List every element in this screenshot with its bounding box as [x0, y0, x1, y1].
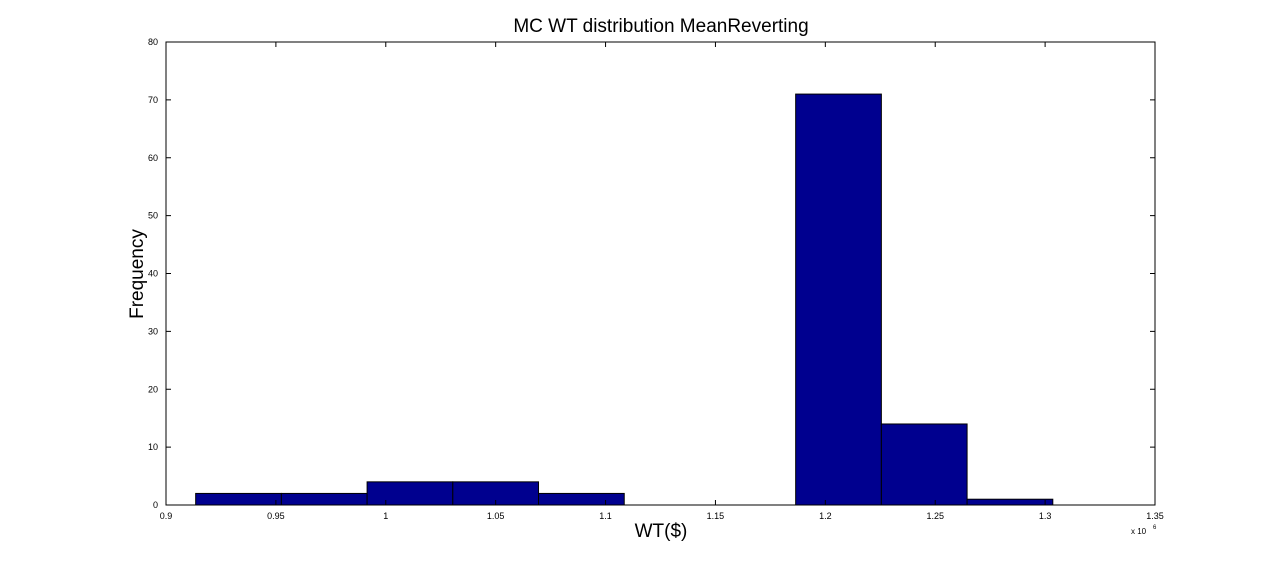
y-tick-label: 50: [148, 211, 158, 221]
x-tick-label: 1.2: [819, 511, 832, 521]
histogram-bar: [280, 492, 368, 506]
histogram-bars: [195, 93, 1054, 506]
x-tick-label: 0.95: [267, 511, 285, 521]
x-axis-exponent-base: x 10: [1131, 527, 1147, 536]
x-tick-label: 1.35: [1146, 511, 1164, 521]
x-axis-exponent-power: 6: [1153, 525, 1157, 531]
y-tick-label: 40: [148, 269, 158, 279]
histogram-bar: [966, 498, 1054, 506]
y-tick-label: 0: [153, 500, 158, 510]
y-tick-label: 30: [148, 326, 158, 336]
x-tick-label: 1.15: [707, 511, 725, 521]
x-axis-label: WT($): [635, 521, 688, 542]
y-tick-label: 80: [148, 37, 158, 47]
x-tick-label: 1.3: [1039, 511, 1052, 521]
y-tick-label: 10: [148, 442, 158, 452]
histogram-bar: [795, 93, 882, 506]
y-axis-label: Frequency: [127, 229, 148, 319]
chart-title: MC WT distribution MeanReverting: [513, 16, 808, 37]
histogram-bar: [538, 492, 625, 506]
x-axis-exponent: x 10 6: [1131, 525, 1157, 536]
y-tick-label: 70: [148, 95, 158, 105]
histogram-bar: [880, 423, 968, 506]
y-tick-label: 60: [148, 153, 158, 163]
x-axis-ticks: 0.9 0.95 1 1.05 1.1 1.15 1.2 1.25 1.3 1.35: [160, 42, 1164, 521]
x-tick-label: 1.05: [487, 511, 505, 521]
x-tick-label: 1.1: [599, 511, 612, 521]
y-tick-label: 20: [148, 384, 158, 394]
histogram-bar: [195, 492, 282, 506]
x-tick-label: 1: [383, 511, 388, 521]
y-axis-ticks: 0 10 20 30 40 50 60 70 80: [148, 37, 1155, 510]
x-tick-label: 1.25: [926, 511, 944, 521]
histogram-bar: [366, 481, 454, 506]
x-tick-label: 0.9: [160, 511, 173, 521]
